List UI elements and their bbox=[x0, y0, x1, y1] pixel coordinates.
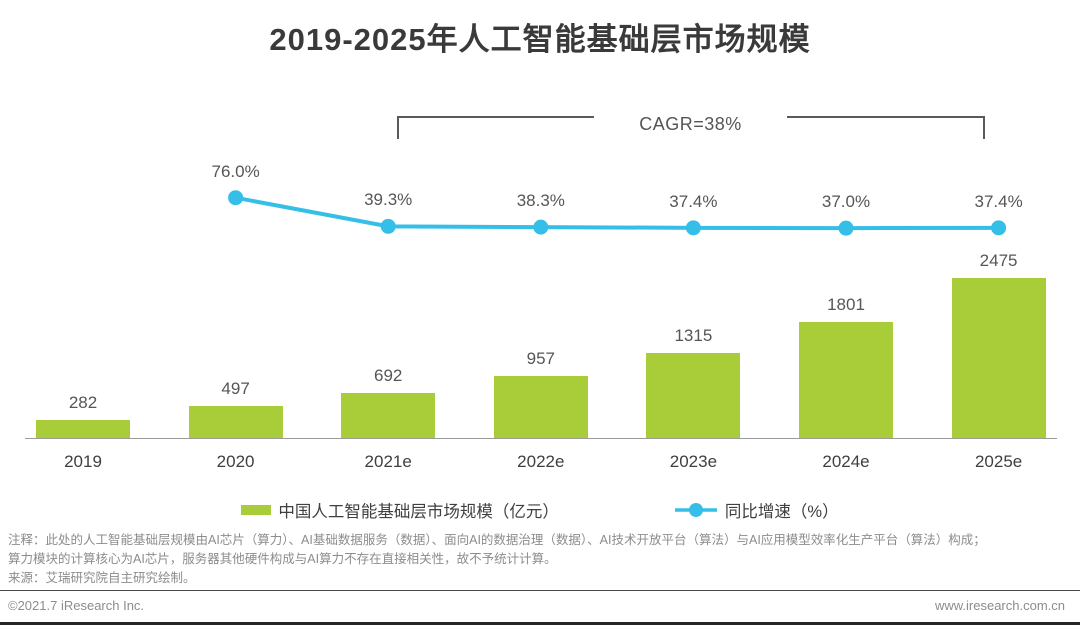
bar-2019 bbox=[36, 419, 130, 438]
line-point-label: 37.4% bbox=[974, 191, 1023, 211]
legend-bar-label: 中国人工智能基础层市场规模（亿元） bbox=[278, 503, 559, 521]
line-point-label: 37.0% bbox=[821, 192, 871, 212]
line-point-marker bbox=[228, 190, 244, 206]
footnotes: 注释：此处的人工智能基础层规模由AI芯片（算力）、AI基础数据服务（数据）、面向… bbox=[8, 531, 1076, 588]
x-axis-label-2025e: 2025e bbox=[974, 452, 1023, 471]
cagr-bracket-left bbox=[397, 116, 594, 139]
bar-value-label: 692 bbox=[374, 366, 403, 386]
line-point-marker bbox=[533, 219, 549, 235]
bar-value-label: 497 bbox=[221, 378, 250, 398]
bar-value-label: 1801 bbox=[827, 294, 865, 314]
bar-value-label: 2475 bbox=[979, 251, 1018, 270]
line-point-marker bbox=[991, 220, 1007, 236]
page-title: 2019-2025年人工智能基础层市场规模 bbox=[269, 22, 811, 57]
x-axis-label-2022e: 2022e bbox=[517, 452, 565, 471]
line-point-label: 39.3% bbox=[364, 190, 413, 210]
bar-value-label: 957 bbox=[526, 349, 555, 369]
bottom-border bbox=[0, 622, 1080, 625]
copyright-text: ©2021.7 iResearch Inc. bbox=[8, 598, 145, 613]
bar-2022e bbox=[493, 376, 588, 438]
x-axis-label-2020: 2020 bbox=[216, 452, 255, 471]
website-url: www.iresearch.com.cn bbox=[934, 598, 1065, 613]
x-axis-label-2024e: 2024e bbox=[822, 452, 870, 471]
cagr-annotation: CAGR=38% bbox=[639, 114, 742, 134]
bar-2024e bbox=[799, 321, 893, 438]
footer-divider bbox=[0, 590, 1080, 591]
bar-2021e bbox=[341, 393, 436, 438]
bar-2020 bbox=[188, 405, 283, 438]
source-note: 来源：艾瑞研究院自主研究绘制。 bbox=[8, 571, 196, 585]
line-series-marker-icon bbox=[674, 503, 717, 517]
x-axis-label-2019: 2019 bbox=[64, 452, 102, 471]
bar-series-swatch-icon bbox=[241, 505, 272, 515]
legend: 中国人工智能基础层市场规模（亿元） 同比增速（%） bbox=[0, 498, 1080, 522]
x-axis-label-2021e: 2021e bbox=[364, 452, 412, 471]
legend-line-label: 同比增速（%） bbox=[724, 503, 839, 521]
note-line-2: 算力模块的计算核心为AI芯片，服务器其他硬件构成与AI算力不存在直接相关性，故不… bbox=[8, 552, 557, 566]
note-line-1: 注释：此处的人工智能基础层规模由AI芯片（算力）、AI基础数据服务（数据）、面向… bbox=[8, 533, 986, 547]
cagr-bracket-right bbox=[787, 116, 985, 139]
x-axis-line bbox=[25, 438, 1057, 439]
bar-2023e bbox=[646, 352, 741, 438]
bar-value-label: 1315 bbox=[674, 325, 713, 345]
line-point-marker bbox=[380, 218, 396, 234]
line-point-label: 38.3% bbox=[516, 191, 565, 211]
bar-value-label: 282 bbox=[68, 392, 98, 412]
bar-2025e bbox=[951, 278, 1046, 438]
legend-item-bar: 中国人工智能基础层市场规模（亿元） bbox=[241, 498, 559, 522]
x-axis-label-2023e: 2023e bbox=[669, 452, 718, 471]
line-point-label: 37.4% bbox=[669, 191, 718, 211]
line-point-marker bbox=[685, 220, 701, 236]
line-point-marker bbox=[838, 220, 854, 236]
legend-item-line: 同比增速（%） bbox=[674, 498, 839, 522]
line-point-label: 76.0% bbox=[211, 161, 260, 181]
